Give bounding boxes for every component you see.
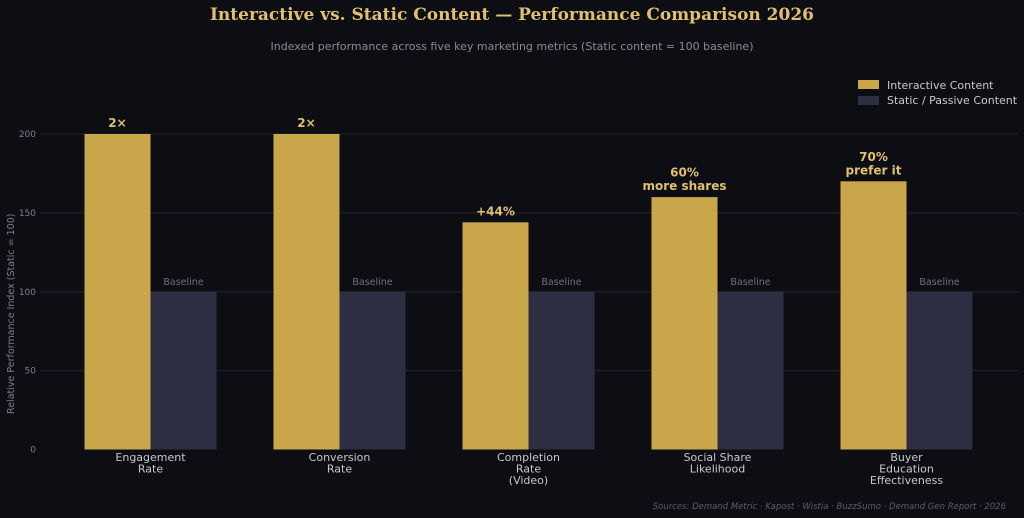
legend-label-static: Static / Passive Content [887, 94, 1018, 107]
category-label-2-line-2: Rate [327, 463, 352, 476]
category-label-4-line-1: Social Share [684, 451, 752, 464]
baseline-label-1: Baseline [163, 277, 203, 288]
y-axis-label: Relative Performance Index (Static = 100… [6, 214, 17, 414]
y-axis-ticks: 0 50 100 150 200 [19, 130, 36, 456]
category-label-5-line-3: Effectiveness [870, 474, 943, 487]
bar-interactive-5 [840, 181, 907, 450]
bar-interactive-2 [273, 134, 340, 450]
bar-static-2 [339, 291, 406, 450]
x-axis-categories: EngagementRateConversionRateCompletionRa… [115, 451, 943, 487]
annotation-3-line-1: +44% [476, 204, 515, 218]
legend: Interactive Content Static / Passive Con… [858, 79, 1018, 107]
category-label-5-line-1: Buyer [890, 451, 923, 464]
annotation-4-line-1: 60% [670, 166, 699, 180]
bar-static-4 [717, 291, 784, 450]
category-label-3-line-1: Completion [497, 451, 560, 464]
bar-static-5 [906, 291, 973, 450]
bar-interactive-1 [84, 134, 151, 450]
y-tick-100: 100 [19, 288, 36, 298]
category-label-1-line-2: Rate [138, 463, 163, 476]
annotation-1-line-1: 2× [108, 116, 126, 130]
category-label-1-line-1: Engagement [115, 451, 186, 464]
annotation-4-line-2: more shares [643, 179, 727, 193]
baseline-label-3: Baseline [541, 277, 581, 288]
bar-interactive-4 [651, 197, 718, 450]
y-tick-50: 50 [25, 367, 37, 377]
y-tick-0: 0 [30, 446, 36, 456]
baseline-label-5: Baseline [919, 277, 959, 288]
bar-annotations: 2× Baseline 2× Baseline +44% Baseline 60%more … [108, 116, 959, 288]
bars [84, 134, 973, 450]
category-label-4-line-2: Likelihood [690, 463, 745, 476]
category-label-3-line-3: (Video) [509, 474, 548, 487]
chart-subtitle: Indexed performance across five key mark… [271, 40, 754, 53]
baseline-label-2: Baseline [352, 277, 392, 288]
category-label-2-line-1: Conversion [309, 451, 371, 464]
bar-interactive-3 [462, 222, 529, 450]
bar-static-3 [528, 291, 595, 450]
y-tick-200: 200 [19, 130, 36, 140]
category-label-5-line-2: Education [879, 463, 934, 476]
legend-label-interactive: Interactive Content [887, 79, 994, 92]
baseline-label-4: Baseline [730, 277, 770, 288]
legend-swatch-static [858, 96, 879, 105]
annotation-2-line-1: 2× [297, 116, 315, 130]
bar-static-1 [150, 291, 217, 450]
category-label-3-line-2: Rate [516, 463, 541, 476]
y-tick-150: 150 [19, 209, 36, 219]
annotation-5-line-1: 70% [859, 150, 888, 164]
source-note: Sources: Demand Metric · Kapost · Wistia… [653, 502, 1007, 512]
legend-swatch-interactive [858, 80, 879, 89]
annotation-5-line-2: prefer it [846, 163, 902, 177]
chart-title: Interactive vs. Static Content — Perform… [210, 5, 814, 25]
